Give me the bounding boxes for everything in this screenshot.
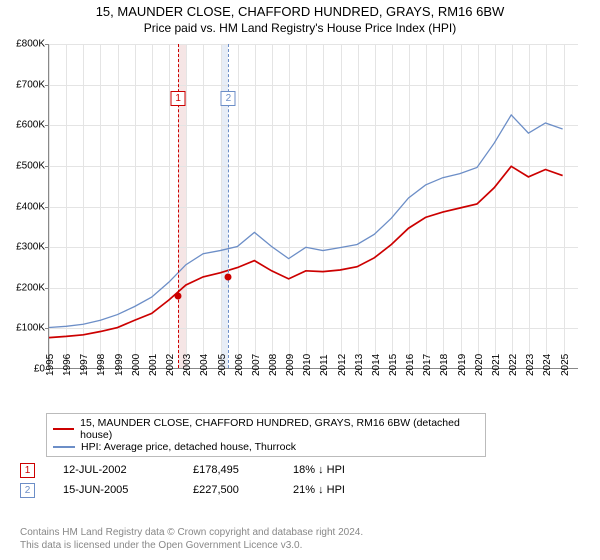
x-axis-label: 2017 <box>422 354 433 376</box>
chart-title: 15, MAUNDER CLOSE, CHAFFORD HUNDRED, GRA… <box>0 4 600 19</box>
legend-row: HPI: Average price, detached house, Thur… <box>53 441 479 453</box>
x-axis-label: 2007 <box>251 354 262 376</box>
x-axis-label: 1997 <box>79 354 90 376</box>
x-axis-label: 1996 <box>62 354 73 376</box>
x-axis-label: 2005 <box>217 354 228 376</box>
x-axis-label: 2023 <box>525 354 536 376</box>
x-axis-label: 2022 <box>508 354 519 376</box>
x-axis-label: 1998 <box>96 354 107 376</box>
transaction-date: 15-JUN-2005 <box>63 484 193 496</box>
transaction-point <box>175 293 182 300</box>
y-axis-label: £0 <box>3 364 45 375</box>
chart-container: 15, MAUNDER CLOSE, CHAFFORD HUNDRED, GRA… <box>0 0 600 560</box>
x-axis-label: 2003 <box>182 354 193 376</box>
transaction-marker: 2 <box>20 483 35 498</box>
chart-subtitle: Price paid vs. HM Land Registry's House … <box>0 21 600 35</box>
series-line-hpi <box>49 115 563 328</box>
y-axis-label: £600K <box>3 120 45 131</box>
y-axis-label: £200K <box>3 282 45 293</box>
x-axis-label: 1995 <box>45 354 56 376</box>
chart-marker-box: 2 <box>221 91 236 106</box>
x-axis-label: 2019 <box>457 354 468 376</box>
x-axis-label: 2015 <box>388 354 399 376</box>
x-axis-label: 2013 <box>354 354 365 376</box>
x-axis-label: 2001 <box>148 354 159 376</box>
y-axis-label: £500K <box>3 160 45 171</box>
transactions-table: 1 12-JUL-2002 £178,495 18% ↓ HPI 2 15-JU… <box>20 460 393 500</box>
series-line-property <box>49 166 563 337</box>
transaction-diff: 18% ↓ HPI <box>293 464 393 476</box>
transaction-marker: 1 <box>20 463 35 478</box>
x-axis-label: 2024 <box>542 354 553 376</box>
transaction-point <box>225 273 232 280</box>
chart-marker-box: 1 <box>171 91 186 106</box>
x-axis-label: 2008 <box>268 354 279 376</box>
transaction-date: 12-JUL-2002 <box>63 464 193 476</box>
legend: 15, MAUNDER CLOSE, CHAFFORD HUNDRED, GRA… <box>46 413 486 457</box>
x-axis-label: 2006 <box>234 354 245 376</box>
x-axis-label: 2004 <box>199 354 210 376</box>
footer-line: This data is licensed under the Open Gov… <box>20 539 363 552</box>
x-axis-label: 2012 <box>337 354 348 376</box>
footer-line: Contains HM Land Registry data © Crown c… <box>20 526 363 539</box>
transaction-price: £178,495 <box>193 464 293 476</box>
y-axis-label: £300K <box>3 242 45 253</box>
x-axis-label: 2009 <box>285 354 296 376</box>
legend-row: 15, MAUNDER CLOSE, CHAFFORD HUNDRED, GRA… <box>53 417 479 441</box>
x-axis-label: 2018 <box>439 354 450 376</box>
legend-label: HPI: Average price, detached house, Thur… <box>81 441 296 453</box>
x-axis-label: 2002 <box>165 354 176 376</box>
transaction-row: 2 15-JUN-2005 £227,500 21% ↓ HPI <box>20 480 393 500</box>
transaction-row: 1 12-JUL-2002 £178,495 18% ↓ HPI <box>20 460 393 480</box>
x-axis-label: 1999 <box>114 354 125 376</box>
transaction-price: £227,500 <box>193 484 293 496</box>
x-axis-label: 2016 <box>405 354 416 376</box>
x-axis-label: 2021 <box>491 354 502 376</box>
y-axis-label: £700K <box>3 79 45 90</box>
y-axis-label: £100K <box>3 323 45 334</box>
y-axis-label: £400K <box>3 201 45 212</box>
transaction-diff: 21% ↓ HPI <box>293 484 393 496</box>
x-axis-label: 2011 <box>319 354 330 376</box>
chart-plot-area: £0£100K£200K£300K£400K£500K£600K£700K£80… <box>48 44 578 369</box>
chart-lines <box>49 44 578 368</box>
x-axis-label: 2025 <box>560 354 571 376</box>
x-axis-label: 2000 <box>131 354 142 376</box>
x-axis-label: 2020 <box>474 354 485 376</box>
legend-label: 15, MAUNDER CLOSE, CHAFFORD HUNDRED, GRA… <box>80 417 479 441</box>
x-axis-label: 2010 <box>302 354 313 376</box>
legend-swatch <box>53 428 74 430</box>
footer: Contains HM Land Registry data © Crown c… <box>20 526 363 552</box>
legend-swatch <box>53 446 75 448</box>
x-axis-label: 2014 <box>371 354 382 376</box>
y-axis-label: £800K <box>3 39 45 50</box>
title-block: 15, MAUNDER CLOSE, CHAFFORD HUNDRED, GRA… <box>0 0 600 35</box>
